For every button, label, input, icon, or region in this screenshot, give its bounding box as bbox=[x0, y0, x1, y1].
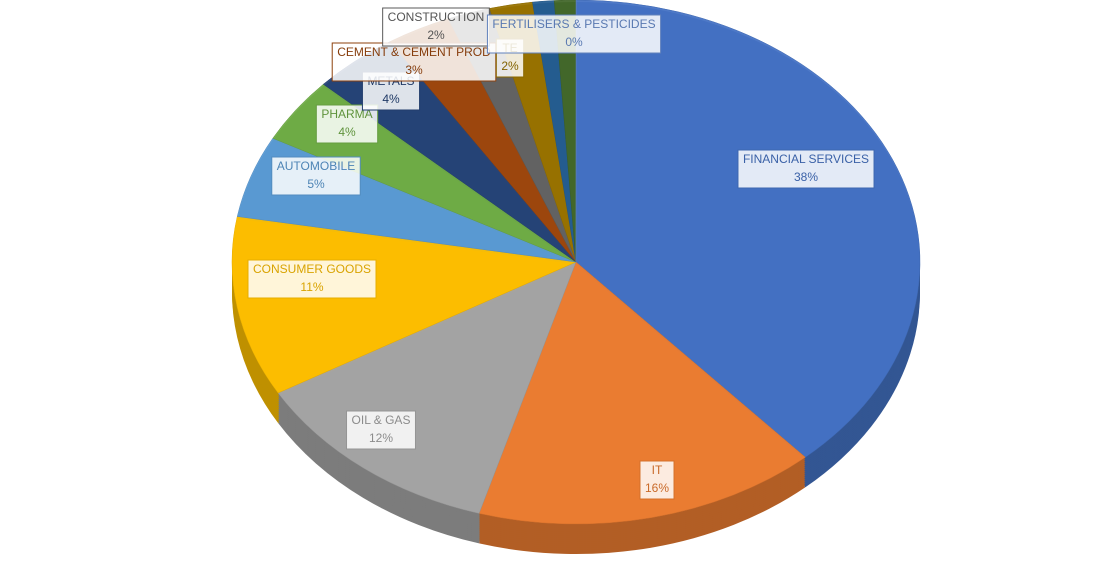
label-box bbox=[737, 149, 875, 189]
label-category: IT bbox=[652, 463, 663, 477]
label-box bbox=[247, 259, 377, 299]
label-value: 2% bbox=[501, 59, 519, 73]
label-value: 5% bbox=[307, 177, 325, 191]
data-label: CEMENT & CEMENT PROD 3% bbox=[331, 42, 497, 82]
data-label: CONSTRUCTION 2% bbox=[382, 7, 490, 47]
data-label: IT 16% bbox=[639, 460, 675, 500]
data-label: CONSUMER GOODS 11% bbox=[247, 259, 377, 299]
label-value: 16% bbox=[645, 481, 669, 495]
label-box bbox=[382, 7, 490, 47]
label-category: PHARMA bbox=[321, 107, 372, 121]
label-category: FINANCIAL SERVICES bbox=[743, 152, 869, 166]
label-value: 11% bbox=[300, 280, 323, 294]
label-box bbox=[271, 156, 361, 196]
label-value: 0% bbox=[565, 35, 583, 49]
label-category: CEMENT & CEMENT PROD bbox=[337, 45, 491, 59]
label-category: CONSUMER GOODS bbox=[253, 262, 371, 276]
slice bbox=[575, 0, 921, 458]
label-category: CONSTRUCTION bbox=[388, 10, 485, 24]
label-value: 12% bbox=[369, 431, 393, 445]
label-category: OIL & GAS bbox=[352, 413, 411, 427]
data-label: PHARMA 4% bbox=[315, 104, 379, 144]
slice bbox=[277, 261, 577, 514]
data-label: AUTOMOBILE 5% bbox=[271, 156, 361, 196]
data-label: OIL & GAS 12% bbox=[346, 410, 416, 450]
data-label: FERTILISERS & PESTICIDES 0% bbox=[486, 14, 662, 54]
label-value: 4% bbox=[382, 92, 400, 106]
label-box bbox=[346, 410, 416, 450]
label-value: 2% bbox=[427, 28, 445, 42]
label-category: AUTOMOBILE bbox=[277, 159, 355, 173]
slice bbox=[478, 261, 806, 525]
label-box bbox=[486, 14, 662, 54]
label-box bbox=[315, 104, 379, 144]
label-category: FERTILISERS & PESTICIDES bbox=[492, 17, 655, 31]
label-value: 3% bbox=[405, 63, 423, 77]
label-box bbox=[639, 460, 675, 500]
data-label: FINANCIAL SERVICES 38% bbox=[737, 149, 875, 189]
label-value: 38% bbox=[794, 170, 818, 184]
label-value: 4% bbox=[338, 125, 356, 139]
